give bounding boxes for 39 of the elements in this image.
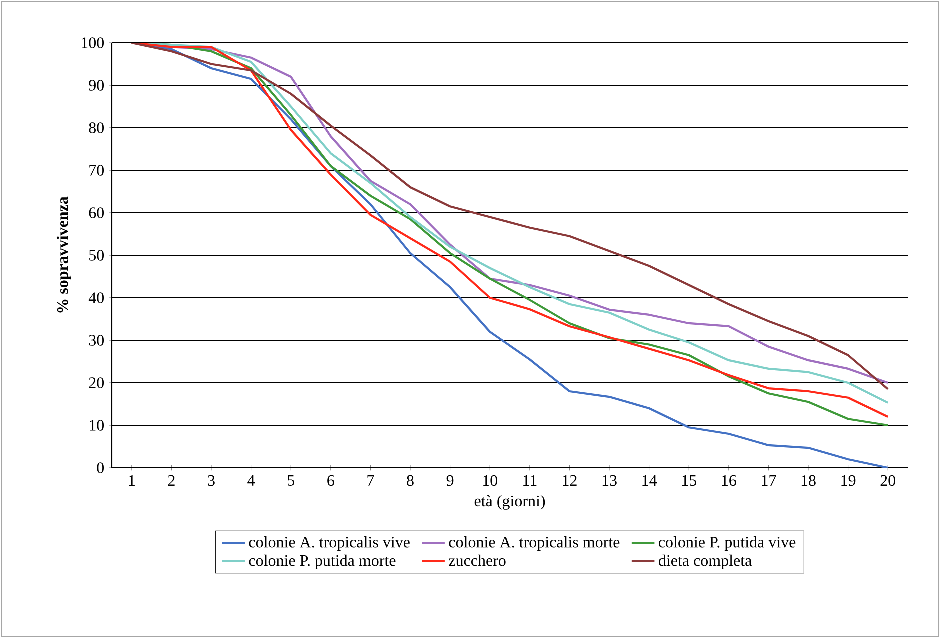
x-tick-label: 19 bbox=[842, 475, 856, 486]
legend-label: colonie A. tropicalis morte bbox=[449, 536, 620, 552]
x-tick-label: 12 bbox=[563, 475, 577, 486]
x-tick-label: 17 bbox=[762, 475, 776, 486]
x-tick-label: 18 bbox=[802, 475, 816, 486]
x-tick-label: 15 bbox=[682, 475, 696, 486]
x-tick-label: 6 bbox=[328, 475, 334, 486]
x-tick-label: 16 bbox=[722, 475, 736, 486]
x-tick-label: 2 bbox=[168, 475, 175, 486]
y-tick-label: 60 bbox=[89, 208, 104, 218]
x-tick-label: 5 bbox=[288, 475, 294, 486]
x-axis-title: età (giorni) bbox=[474, 495, 546, 510]
x-tick-label: 4 bbox=[248, 475, 256, 486]
x-tick-label: 8 bbox=[407, 475, 414, 486]
x-tick-label: 13 bbox=[602, 475, 617, 486]
y-tick-label: 50 bbox=[90, 250, 104, 261]
legend-label: dieta completa bbox=[659, 554, 752, 570]
legend-label: colonie P. putida vive bbox=[659, 536, 796, 552]
y-axis-title: % sopravvivenza bbox=[56, 196, 72, 313]
y-tick-label: 80 bbox=[89, 122, 104, 134]
y-tick-label: 30 bbox=[89, 335, 104, 346]
legend-label: zucchero bbox=[449, 554, 506, 566]
x-tick-label: 14 bbox=[642, 475, 658, 486]
y-tick-label: 90 bbox=[89, 80, 104, 91]
x-tick-label: 9 bbox=[446, 475, 454, 486]
legend-label: colonie A. tropicalis vive bbox=[249, 536, 410, 552]
y-tick-label: 40 bbox=[88, 292, 104, 304]
x-tick-label: 11 bbox=[524, 475, 537, 486]
y-tick-label: 0 bbox=[97, 462, 104, 474]
x-tick-label: 7 bbox=[368, 475, 374, 486]
y-tick-label: 100 bbox=[82, 38, 104, 48]
x-tick-label: 1 bbox=[129, 475, 135, 486]
y-tick-label: 70 bbox=[90, 165, 104, 176]
y-tick-label: 10 bbox=[90, 420, 104, 431]
y-tick-label: 20 bbox=[89, 378, 104, 388]
x-tick-label: 10 bbox=[484, 475, 498, 486]
x-tick-label: 20 bbox=[880, 475, 896, 486]
x-tick-label: 3 bbox=[208, 475, 215, 486]
legend-label: colonie P. putida morte bbox=[249, 554, 396, 570]
